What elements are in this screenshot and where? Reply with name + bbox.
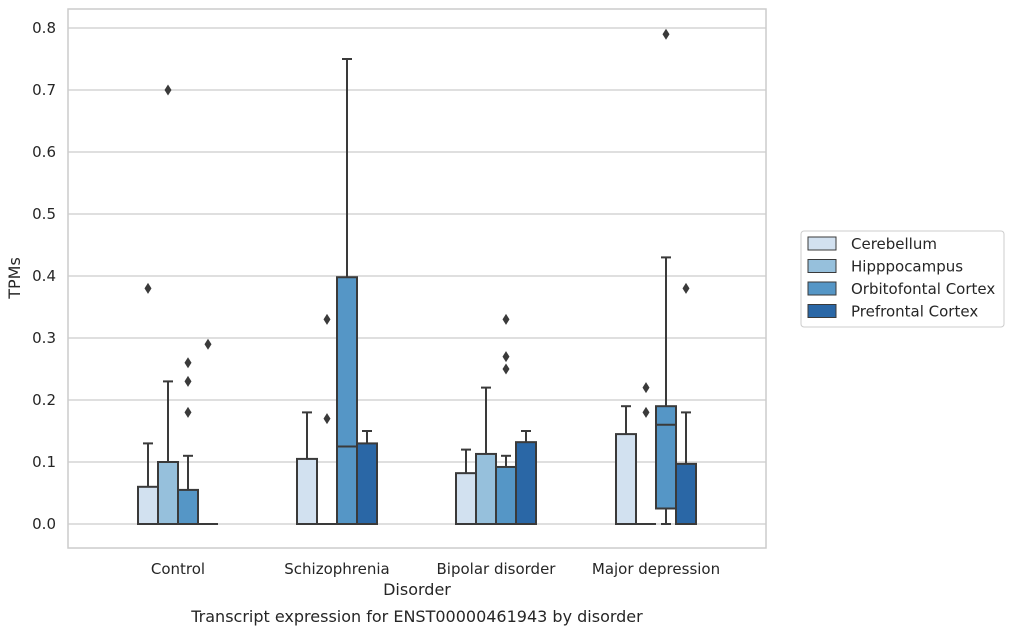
- legend-swatch: [807, 281, 837, 296]
- series-group: [137, 282, 637, 526]
- legend-label: Hipppocampus: [851, 258, 963, 276]
- outlier-point: [502, 351, 510, 363]
- box: [336, 276, 358, 525]
- box: [655, 405, 677, 510]
- y-tick-label: 0.8: [32, 19, 56, 37]
- grid-lines: [68, 27, 766, 525]
- y-axis-label: TPMs: [5, 257, 24, 300]
- box-series: [137, 28, 697, 526]
- outlier-point: [204, 338, 212, 350]
- box: [455, 472, 477, 526]
- y-tick-label: 0.4: [32, 267, 56, 285]
- y-tick-label: 0.5: [32, 205, 56, 223]
- legend-swatch: [807, 236, 837, 251]
- box: [157, 461, 179, 525]
- y-tick-label: 0.2: [32, 391, 56, 409]
- legend-label: Prefrontal Cortex: [851, 303, 978, 321]
- box: [137, 485, 159, 525]
- outlier-point: [184, 406, 192, 418]
- legend-label: Cerebellum: [851, 235, 937, 253]
- outlier-point: [184, 375, 192, 387]
- plot-frame: [67, 8, 767, 549]
- legend: Cerebellum Hipppocampus Orbitofontal Corte…: [800, 230, 1005, 328]
- legend-swatch: [807, 304, 837, 318]
- y-tick-label: 0.0: [32, 515, 56, 533]
- outlier-point: [682, 282, 690, 294]
- outlier-point: [164, 84, 172, 96]
- outlier-point: [502, 313, 510, 325]
- legend-label: Orbitofontal Cortex: [851, 280, 995, 298]
- box: [675, 462, 697, 525]
- box: [356, 442, 378, 525]
- box: [495, 465, 517, 525]
- legend-swatch: [807, 259, 837, 273]
- chart-caption: Transcript expression for ENST0000046194…: [190, 607, 643, 626]
- y-tick-label: 0.3: [32, 329, 56, 347]
- outlier-point: [144, 282, 152, 294]
- x-tick-label: Control: [151, 560, 205, 578]
- x-axis-ticks: Control Schizophrenia Bipolar disorder Majo…: [151, 560, 720, 578]
- outlier-point: [184, 357, 192, 369]
- legend-frame: [800, 230, 1005, 328]
- outlier-point: [502, 363, 510, 375]
- outlier-point: [323, 413, 331, 425]
- outlier-point: [323, 313, 331, 325]
- x-tick-label: Major depression: [592, 560, 720, 578]
- series-group: [157, 84, 656, 525]
- y-tick-label: 0.7: [32, 81, 56, 99]
- box: [475, 452, 497, 525]
- y-tick-label: 0.1: [32, 453, 56, 471]
- x-tick-label: Bipolar disorder: [437, 560, 557, 578]
- box: [296, 457, 318, 525]
- y-tick-label: 0.6: [32, 143, 56, 161]
- outlier-point: [662, 28, 670, 40]
- outlier-point: [642, 382, 650, 394]
- series-group: [198, 282, 697, 525]
- y-axis-ticks: 0.0 0.1 0.2 0.3 0.4 0.5 0.6 0.7 0.8: [32, 19, 56, 533]
- box: [515, 441, 537, 525]
- box: [177, 488, 199, 525]
- x-tick-label: Schizophrenia: [284, 560, 389, 578]
- outlier-point: [642, 406, 650, 418]
- box: [615, 433, 637, 526]
- x-axis-label: Disorder: [383, 580, 451, 599]
- series-group: [177, 28, 677, 525]
